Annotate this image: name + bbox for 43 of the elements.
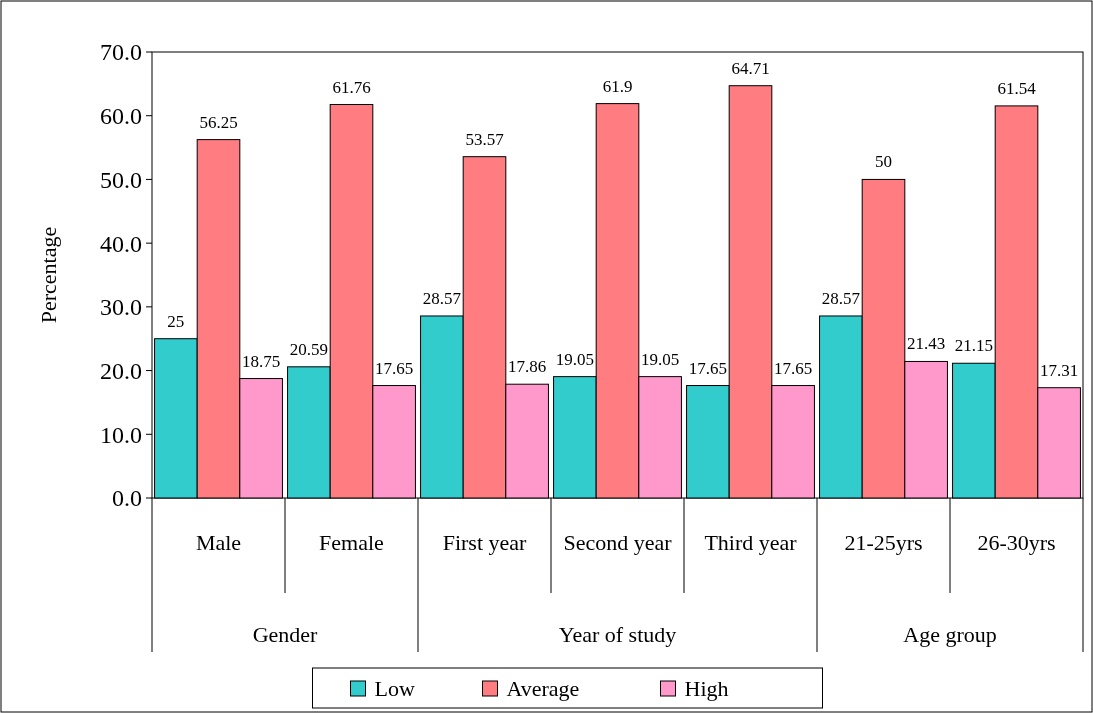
data-label: 21.43 — [907, 334, 946, 354]
data-label: 19.05 — [555, 349, 594, 369]
y-tick-label: 30.0 — [100, 294, 142, 321]
y-axis-title: Percentage — [36, 226, 61, 324]
data-label: 61.9 — [602, 76, 633, 96]
text: Age group — [903, 622, 997, 647]
y-tick-label: 70.0 — [100, 39, 142, 66]
x-tick-label: Second year — [563, 530, 673, 555]
data-label: 28.57 — [821, 288, 861, 308]
data-label: 61.54 — [997, 78, 1037, 98]
y-tick-label: 50.0 — [100, 166, 142, 193]
x-tick-label: 21-25yrs — [844, 530, 923, 555]
text: Year of study — [558, 622, 677, 647]
y-tick-label: 40.0 — [100, 230, 142, 257]
data-label: 53.57 — [465, 129, 505, 149]
data-label: 17.86 — [508, 357, 547, 377]
data-label: 50 — [875, 152, 892, 172]
legend-label: High — [684, 676, 729, 701]
data-label: 61.76 — [332, 77, 371, 97]
data-label: 19.05 — [641, 349, 680, 369]
x-tick-label: 26-30yrs — [977, 530, 1056, 555]
data-label: 20.59 — [289, 339, 328, 359]
x-tick-label: First year — [442, 530, 528, 555]
data-label: 18.75 — [242, 351, 281, 371]
data-label: 17.65 — [774, 358, 813, 378]
y-tick-label: 10.0 — [100, 421, 142, 448]
data-label: 28.57 — [422, 288, 462, 308]
legend-label: Low — [374, 676, 415, 701]
data-label: 25 — [167, 311, 185, 331]
data-label: 64.71 — [731, 58, 770, 78]
legend-label: Average — [506, 676, 580, 701]
x-tick-label: Male — [195, 530, 242, 555]
x-tick-label: Third year — [704, 530, 798, 555]
data-label: 21.15 — [954, 336, 993, 356]
y-tick-label: 60.0 — [100, 103, 142, 130]
data-label: 17.65 — [375, 358, 414, 378]
data-label: 17.65 — [688, 358, 727, 378]
x-tick-label: Female — [319, 530, 384, 555]
y-tick-label: 20.0 — [100, 357, 142, 384]
text: Gender — [252, 622, 319, 647]
y-tick-label: 0.0 — [112, 485, 142, 512]
data-label: 17.31 — [1040, 360, 1079, 380]
data-label: 56.25 — [199, 112, 238, 132]
